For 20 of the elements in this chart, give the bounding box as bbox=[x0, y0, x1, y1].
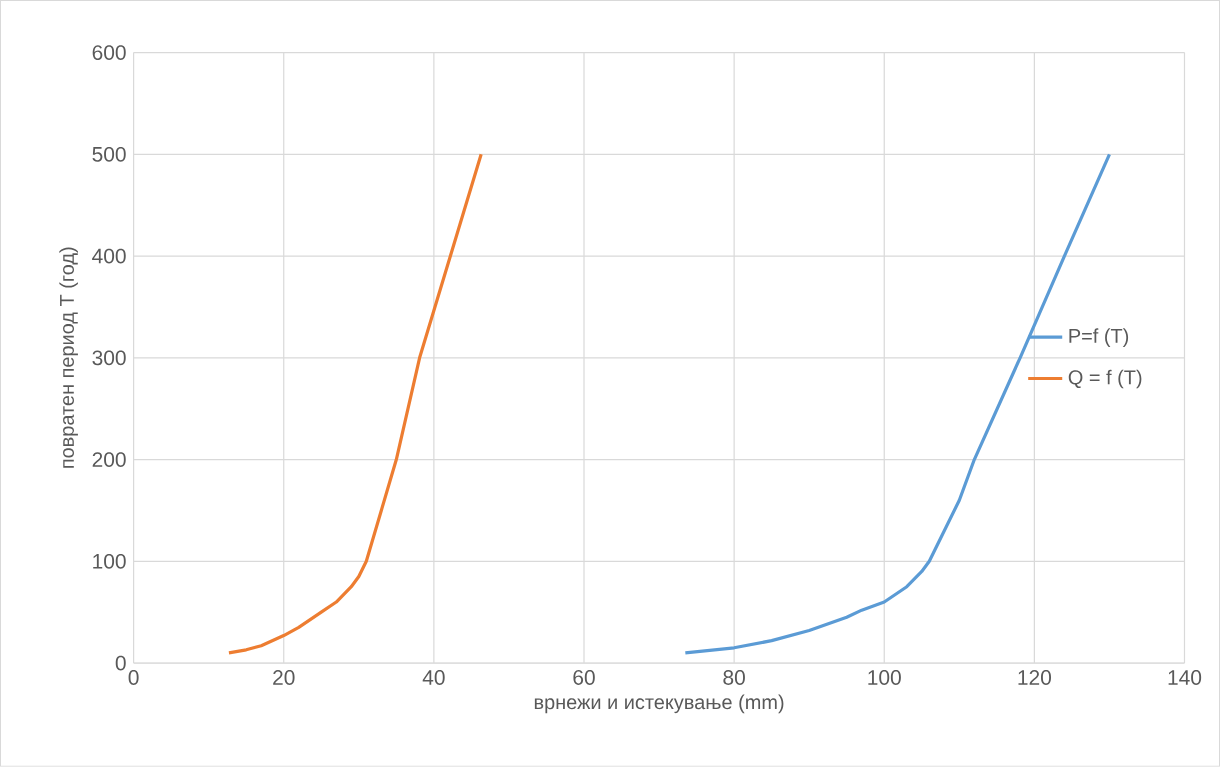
x-tick-label: 100 bbox=[868, 670, 901, 686]
y-axis-title: повратен период T (год) bbox=[59, 247, 78, 469]
x-tick-label: 140 bbox=[1168, 670, 1202, 686]
x-tick-label: 80 bbox=[723, 670, 745, 686]
legend-label: Q = f (T) bbox=[1068, 369, 1142, 389]
x-tick-label: 20 bbox=[273, 670, 295, 686]
y-tick-label: 300 bbox=[92, 350, 126, 366]
y-tick-label: 600 bbox=[92, 45, 126, 61]
y-tick-label: 200 bbox=[92, 452, 126, 468]
x-tick-label: 0 bbox=[128, 670, 139, 686]
x-axis-title: врнежи и истекување (mm) bbox=[534, 694, 784, 714]
x-tick-label: 60 bbox=[573, 670, 595, 686]
x-tick-label: 120 bbox=[1018, 670, 1052, 686]
y-tick-label: 0 bbox=[115, 655, 126, 671]
y-tick-label: 400 bbox=[92, 248, 126, 264]
y-tick-label: 100 bbox=[93, 554, 126, 569]
x-tick-label: 40 bbox=[422, 670, 445, 686]
line-series bbox=[227, 152, 483, 655]
y-tick-label: 500 bbox=[92, 147, 126, 162]
legend-label: P=f (T) bbox=[1069, 328, 1129, 348]
